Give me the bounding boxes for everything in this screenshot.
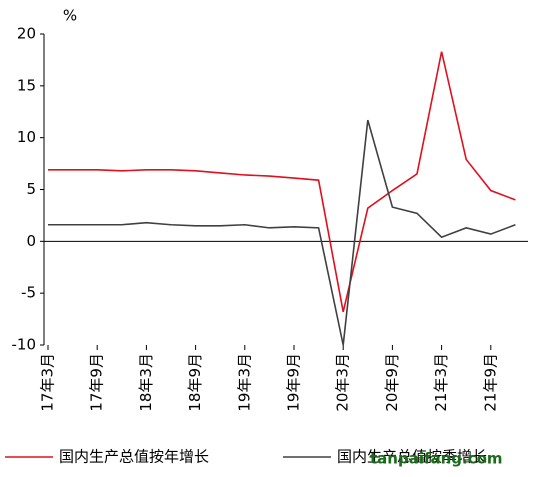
series-line bbox=[48, 119, 516, 346]
x-tick-label: 19年3月 bbox=[235, 353, 253, 412]
series-line bbox=[48, 51, 516, 313]
x-tick-label: 20年3月 bbox=[334, 353, 352, 412]
y-tick-label: -5 bbox=[21, 284, 36, 302]
y-tick-label: 10 bbox=[17, 128, 36, 146]
y-unit: % bbox=[63, 7, 77, 25]
x-tick-label: 18年3月 bbox=[137, 353, 155, 412]
legend-label: 国内生产总值按季增长 bbox=[337, 448, 487, 466]
x-tick-label: 19年9月 bbox=[285, 353, 303, 412]
x-tick-label: 17年9月 bbox=[88, 353, 106, 412]
y-tick-label: -10 bbox=[12, 336, 37, 354]
y-tick-label: 15 bbox=[17, 76, 36, 94]
x-tick-label: 17年3月 bbox=[39, 353, 57, 412]
y-tick-label: 0 bbox=[26, 232, 36, 250]
y-tick-label: 20 bbox=[17, 25, 36, 43]
x-tick-label: 20年9月 bbox=[383, 353, 401, 412]
legend-label: 国内生产总值按年增长 bbox=[59, 448, 209, 466]
x-tick-label: 21年9月 bbox=[481, 353, 499, 412]
watermark: tanpaifang.com bbox=[370, 450, 503, 468]
x-tick-label: 21年3月 bbox=[432, 353, 450, 412]
x-tick-label: 18年9月 bbox=[186, 353, 204, 412]
y-tick-label: 5 bbox=[26, 180, 36, 198]
